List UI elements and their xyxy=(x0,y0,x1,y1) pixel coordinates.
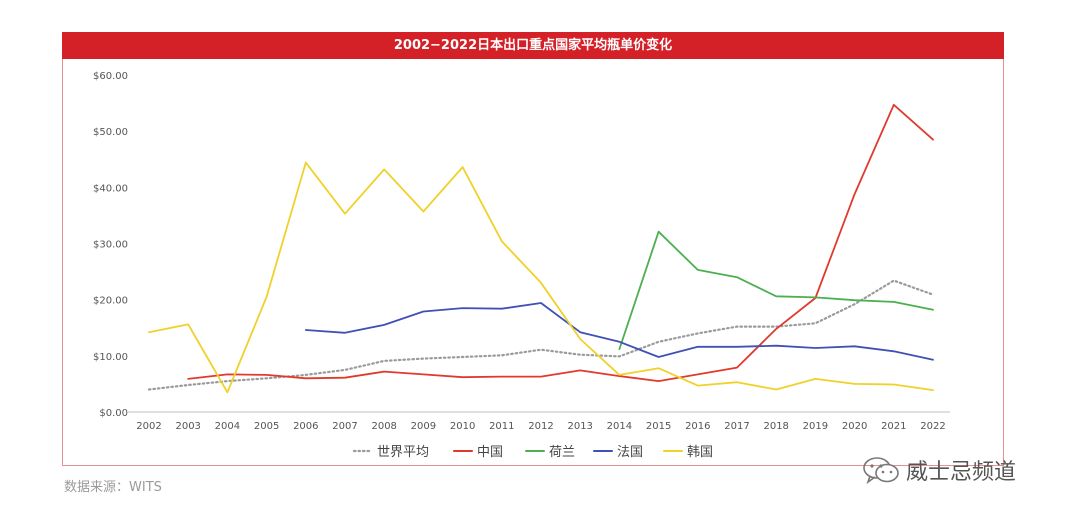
series-line-法国 xyxy=(304,302,934,361)
y-tick-label: $10.00 xyxy=(93,352,128,363)
y-tick-label: $40.00 xyxy=(93,183,128,194)
y-tick-label: $50.00 xyxy=(93,127,128,138)
x-tick-label: 2004 xyxy=(215,421,240,432)
x-tick-label: 2008 xyxy=(371,421,396,432)
x-tick-label: 2009 xyxy=(411,421,436,432)
x-tick-label: 2018 xyxy=(763,421,788,432)
x-tick-label: 2017 xyxy=(724,421,749,432)
x-tick-label: 2011 xyxy=(489,421,514,432)
series-line-荷兰 xyxy=(618,230,934,350)
x-tick-label: 2021 xyxy=(881,421,906,432)
x-tick-label: 2016 xyxy=(685,421,710,432)
x-tick-label: 2002 xyxy=(136,421,161,432)
y-tick-label: $30.00 xyxy=(93,240,128,251)
brand-watermark: 威士忌频道 xyxy=(862,452,1016,488)
y-tick-label: $60.00 xyxy=(93,71,128,82)
x-tick-label: 2010 xyxy=(450,421,475,432)
series-line-韩国 xyxy=(148,161,934,394)
legend-label: 韩国 xyxy=(687,445,713,460)
legend-label: 中国 xyxy=(477,445,503,460)
x-tick-label: 2006 xyxy=(293,421,318,432)
x-tick-label: 2007 xyxy=(332,421,357,432)
x-tick-label: 2020 xyxy=(842,421,867,432)
x-tick-label: 2019 xyxy=(803,421,828,432)
brand-name: 威士忌频道 xyxy=(906,460,1017,485)
data-source: 数据来源：WITS xyxy=(64,480,162,495)
wechat-icon xyxy=(863,457,899,485)
chart-title: 2002−2022日本出口重点国家平均瓶单价变化 xyxy=(62,32,1004,59)
x-tick-label: 2005 xyxy=(254,421,279,432)
series-line-世界平均 xyxy=(147,279,935,391)
y-tick-label: $0.00 xyxy=(99,408,128,419)
x-tick-label: 2013 xyxy=(567,421,592,432)
y-tick-label: $20.00 xyxy=(93,296,128,307)
x-tick-label: 2003 xyxy=(175,421,200,432)
x-tick-label: 2022 xyxy=(920,421,945,432)
legend-label: 法国 xyxy=(617,445,643,460)
x-tick-label: 2012 xyxy=(528,421,553,432)
series-line-中国 xyxy=(187,103,934,382)
x-tick-label: 2015 xyxy=(646,421,671,432)
x-tick-label: 2014 xyxy=(607,421,632,432)
legend-label: 荷兰 xyxy=(549,445,575,460)
legend-label: 世界平均 xyxy=(377,445,429,460)
